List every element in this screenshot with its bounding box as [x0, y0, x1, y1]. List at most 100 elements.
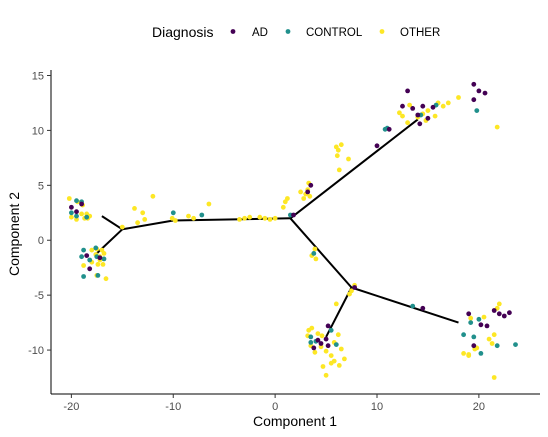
point-other — [132, 206, 137, 211]
legend-label-control: CONTROL — [306, 27, 363, 39]
point-other — [101, 251, 107, 256]
point-other — [432, 113, 438, 119]
point-control — [308, 334, 314, 340]
point-ad — [420, 305, 426, 311]
point-ad — [405, 88, 410, 94]
point-control — [333, 342, 339, 347]
y-tick-label: -10 — [28, 345, 44, 357]
point-control — [95, 273, 101, 278]
point-other — [267, 217, 273, 222]
x-tick-label: -20 — [63, 401, 79, 413]
point-other — [347, 291, 352, 297]
point-other — [172, 218, 178, 223]
point-other — [333, 301, 339, 307]
point-other — [338, 346, 344, 352]
point-ad — [484, 323, 490, 329]
point-other — [140, 210, 146, 216]
point-other — [135, 220, 141, 226]
point-other — [307, 193, 313, 199]
point-other — [66, 196, 72, 201]
point-other — [257, 214, 263, 220]
point-other — [81, 263, 86, 268]
point-ad — [496, 311, 502, 317]
point-ad — [374, 143, 380, 149]
point-ad — [79, 201, 84, 207]
point-control — [311, 251, 317, 256]
legend-key-ad — [230, 29, 236, 34]
legend: Diagnosis AD CONTROL OTHER — [152, 24, 440, 40]
trajectory-segment-3 — [289, 217, 459, 324]
point-other — [74, 217, 79, 222]
point-ad — [325, 323, 331, 329]
point-ad — [478, 322, 484, 328]
point-ad — [386, 126, 392, 132]
point-other — [405, 120, 410, 126]
point-control — [461, 332, 466, 338]
point-other — [312, 349, 318, 355]
point-ad — [318, 341, 324, 346]
point-ad — [84, 253, 90, 258]
point-other — [315, 331, 321, 336]
point-other — [328, 360, 334, 366]
point-ad — [308, 182, 314, 188]
point-other — [342, 356, 347, 362]
point-other — [301, 196, 307, 201]
point-ad — [415, 112, 421, 118]
x-tick-label: 0 — [272, 401, 278, 413]
point-other — [262, 215, 268, 221]
legend-label-ad: AD — [252, 27, 268, 39]
trajectory-segment-0 — [101, 215, 291, 231]
point-ad — [501, 313, 507, 319]
point-other — [313, 256, 319, 262]
point-control — [101, 256, 107, 262]
point-other — [323, 348, 329, 354]
point-control — [476, 316, 482, 322]
axes: -20 -10 0 10 20 -10 -5 0 5 10 15 — [28, 70, 540, 413]
point-ad — [425, 115, 431, 121]
point-ad — [291, 212, 296, 218]
point-other — [461, 351, 466, 356]
point-ad — [410, 106, 416, 111]
point-ad — [325, 343, 331, 349]
point-ad — [305, 189, 311, 195]
point-other — [400, 113, 405, 119]
point-other — [328, 353, 334, 358]
point-other — [247, 214, 253, 220]
point-other — [335, 332, 341, 338]
x-tick-label: -10 — [165, 401, 181, 413]
point-other — [237, 217, 242, 222]
point-other — [338, 142, 344, 148]
point-control — [474, 108, 480, 113]
point-control — [74, 198, 79, 204]
point-ad — [315, 337, 321, 343]
point-other — [445, 100, 451, 106]
point-control — [93, 245, 99, 251]
point-control — [69, 210, 74, 216]
y-tick-label: 10 — [32, 125, 44, 137]
point-ad — [87, 266, 93, 272]
point-control — [81, 274, 86, 279]
point-control — [478, 351, 484, 356]
y-tick-label: 15 — [32, 70, 44, 82]
point-other — [89, 247, 95, 253]
point-ad — [417, 121, 423, 127]
point-other — [346, 156, 351, 162]
point-other — [319, 333, 325, 339]
point-ad — [352, 285, 357, 290]
point-other — [334, 153, 340, 159]
point-ad — [97, 255, 103, 261]
point-control — [74, 213, 79, 219]
point-ad — [430, 104, 436, 110]
y-tick-label: 5 — [38, 180, 44, 192]
point-other — [280, 204, 286, 210]
point-other — [397, 110, 402, 116]
point-other — [103, 276, 109, 282]
point-ad — [74, 209, 79, 215]
point-ad — [466, 311, 472, 317]
legend-title: Diagnosis — [152, 24, 213, 40]
point-other — [333, 144, 339, 150]
x-tick-label: 20 — [473, 401, 485, 413]
point-control — [81, 247, 86, 253]
point-other — [456, 95, 461, 100]
trajectory-segment-2 — [289, 118, 419, 220]
